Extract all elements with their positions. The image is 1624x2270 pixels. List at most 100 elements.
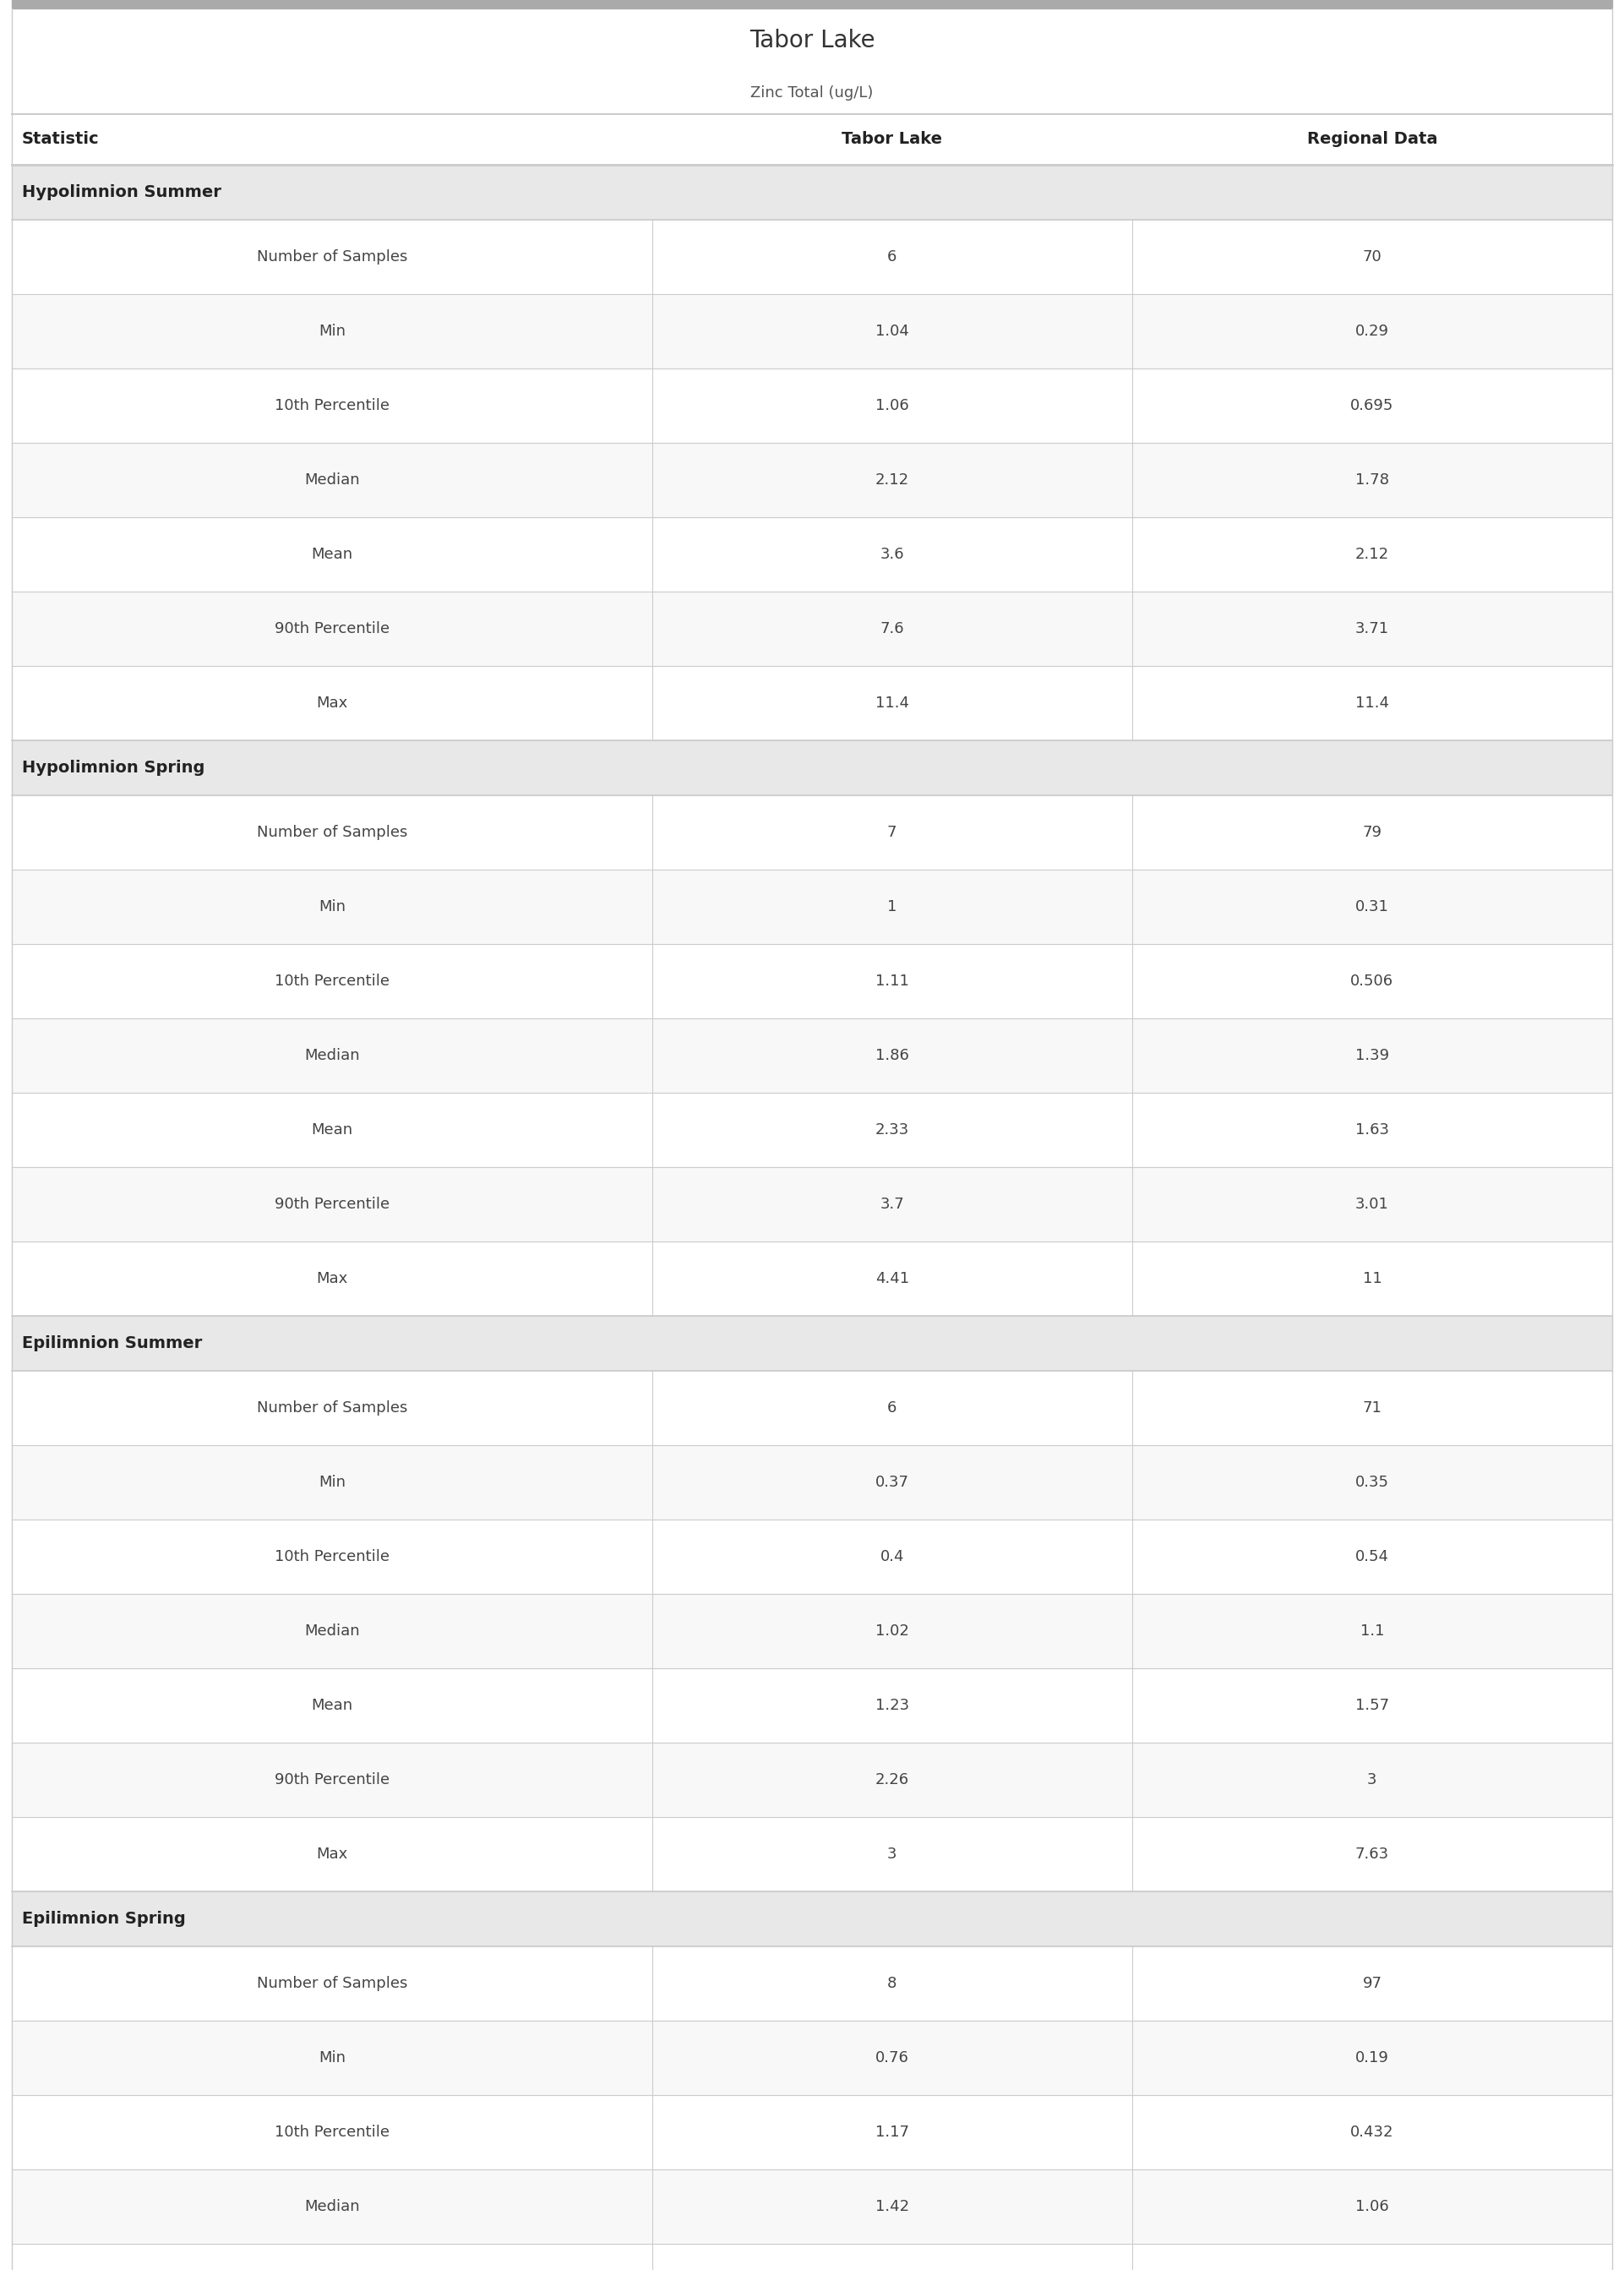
Text: 1.86: 1.86: [875, 1049, 909, 1062]
Text: 1.11: 1.11: [875, 974, 909, 990]
Text: Median: Median: [304, 1623, 359, 1639]
Text: 3.7: 3.7: [880, 1196, 905, 1212]
Text: Mean: Mean: [312, 1698, 352, 1714]
Text: 3: 3: [1367, 1773, 1377, 1786]
Text: 0.31: 0.31: [1356, 899, 1389, 915]
Text: Zinc Total (ug/L): Zinc Total (ug/L): [750, 86, 874, 100]
Text: Max: Max: [317, 1846, 348, 1861]
Text: Number of Samples: Number of Samples: [257, 824, 408, 840]
Text: 90th Percentile: 90th Percentile: [274, 622, 390, 636]
Text: 10th Percentile: 10th Percentile: [274, 974, 390, 990]
Text: 0.4: 0.4: [880, 1548, 905, 1564]
Bar: [11, 0, 1613, 9]
Text: 1.78: 1.78: [1354, 472, 1389, 488]
Text: Min: Min: [318, 325, 346, 338]
Bar: [11, 1317, 1613, 1371]
Text: 1.04: 1.04: [875, 325, 909, 338]
Text: 10th Percentile: 10th Percentile: [274, 1548, 390, 1564]
Bar: [11, 740, 1613, 794]
Bar: [11, 443, 1613, 518]
Bar: [11, 1446, 1613, 1519]
Text: Epilimnion Summer: Epilimnion Summer: [23, 1335, 201, 1351]
Text: Min: Min: [318, 2050, 346, 2066]
Bar: [11, 592, 1613, 665]
Text: Hypolimnion Summer: Hypolimnion Summer: [23, 184, 221, 200]
Text: 1.42: 1.42: [875, 2200, 909, 2213]
Text: 6: 6: [887, 250, 896, 266]
Text: 1.06: 1.06: [1356, 2200, 1389, 2213]
Bar: [11, 2170, 1613, 2243]
Text: 1.1: 1.1: [1359, 1623, 1384, 1639]
Text: Median: Median: [304, 2200, 359, 2213]
Text: Number of Samples: Number of Samples: [257, 1975, 408, 1991]
Text: 1.17: 1.17: [875, 2125, 909, 2141]
Text: 2.26: 2.26: [875, 1773, 909, 1786]
Bar: [11, 1594, 1613, 1668]
Text: 2.33: 2.33: [875, 1121, 909, 1137]
Text: Epilimnion Spring: Epilimnion Spring: [23, 1911, 185, 1927]
Text: Number of Samples: Number of Samples: [257, 250, 408, 266]
Text: 1.57: 1.57: [1354, 1698, 1389, 1714]
Bar: [11, 1743, 1613, 1816]
Text: 10th Percentile: 10th Percentile: [274, 2125, 390, 2141]
Text: 0.76: 0.76: [875, 2050, 909, 2066]
Text: 0.432: 0.432: [1351, 2125, 1393, 2141]
Text: 0.19: 0.19: [1356, 2050, 1389, 2066]
Text: 10th Percentile: 10th Percentile: [274, 397, 390, 413]
Text: Min: Min: [318, 899, 346, 915]
Text: 3.01: 3.01: [1356, 1196, 1389, 1212]
Text: 11.4: 11.4: [875, 695, 909, 711]
Text: 70: 70: [1363, 250, 1382, 266]
Bar: [11, 2020, 1613, 2095]
Text: Tabor Lake: Tabor Lake: [749, 27, 875, 52]
Text: Median: Median: [304, 472, 359, 488]
Text: 8: 8: [887, 1975, 896, 1991]
Text: Median: Median: [304, 1049, 359, 1062]
Text: 90th Percentile: 90th Percentile: [274, 1773, 390, 1786]
Text: 1.63: 1.63: [1354, 1121, 1389, 1137]
Text: 71: 71: [1363, 1401, 1382, 1416]
Text: 3.71: 3.71: [1354, 622, 1389, 636]
Bar: [11, 166, 1613, 220]
Text: 0.695: 0.695: [1351, 397, 1393, 413]
Text: 79: 79: [1363, 824, 1382, 840]
Text: 11.4: 11.4: [1354, 695, 1389, 711]
Text: 7.6: 7.6: [880, 622, 905, 636]
Text: Number of Samples: Number of Samples: [257, 1401, 408, 1416]
Text: 2.12: 2.12: [875, 472, 909, 488]
Text: Regional Data: Regional Data: [1307, 132, 1437, 148]
Text: Hypolimnion Spring: Hypolimnion Spring: [23, 760, 205, 776]
Text: Mean: Mean: [312, 1121, 352, 1137]
Bar: [11, 1891, 1613, 1945]
Text: 1.23: 1.23: [875, 1698, 909, 1714]
Text: 0.29: 0.29: [1354, 325, 1389, 338]
Text: Statistic: Statistic: [23, 132, 99, 148]
Text: 1.39: 1.39: [1354, 1049, 1389, 1062]
Text: 0.54: 0.54: [1354, 1548, 1389, 1564]
Text: 97: 97: [1363, 1975, 1382, 1991]
Text: 7: 7: [887, 824, 896, 840]
Text: Max: Max: [317, 695, 348, 711]
Text: Min: Min: [318, 1476, 346, 1489]
Text: 7.63: 7.63: [1354, 1846, 1389, 1861]
Bar: [11, 1167, 1613, 1242]
Text: 4.41: 4.41: [875, 1271, 909, 1287]
Text: 1: 1: [887, 899, 896, 915]
Text: Mean: Mean: [312, 547, 352, 563]
Bar: [11, 869, 1613, 944]
Text: Tabor Lake: Tabor Lake: [841, 132, 942, 148]
Text: 11: 11: [1363, 1271, 1382, 1287]
Text: 3: 3: [887, 1846, 896, 1861]
Text: 0.506: 0.506: [1351, 974, 1393, 990]
Text: 3.6: 3.6: [880, 547, 905, 563]
Bar: [11, 1019, 1613, 1092]
Text: 0.37: 0.37: [875, 1476, 909, 1489]
Text: 90th Percentile: 90th Percentile: [274, 1196, 390, 1212]
Text: 6: 6: [887, 1401, 896, 1416]
Text: Max: Max: [317, 1271, 348, 1287]
Text: 0.35: 0.35: [1354, 1476, 1389, 1489]
Bar: [11, 295, 1613, 368]
Text: 2.12: 2.12: [1354, 547, 1389, 563]
Text: 1.06: 1.06: [875, 397, 909, 413]
Text: 1.02: 1.02: [875, 1623, 909, 1639]
